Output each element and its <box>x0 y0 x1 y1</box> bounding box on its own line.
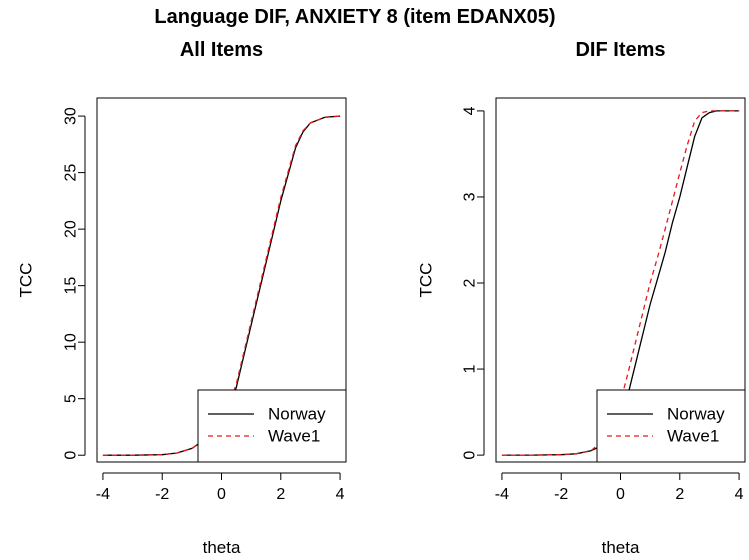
series-line-wave1 <box>102 115 341 456</box>
legend: Norway Wave1 <box>596 389 746 463</box>
y-tick-label: 1 <box>462 365 479 374</box>
y-tick-label: 0 <box>462 451 479 460</box>
x-tick-label: 0 <box>616 486 625 503</box>
panel-title: All Items <box>180 39 263 61</box>
x-tick-label: 4 <box>735 486 744 503</box>
y-tick-label: 0 <box>63 451 80 460</box>
x-tick-label: 4 <box>336 486 345 503</box>
panel-title: DIF Items <box>575 39 665 61</box>
y-tick-label: 30 <box>63 107 80 125</box>
x-tick-label: 2 <box>276 486 285 503</box>
y-tick-label: 2 <box>462 278 479 287</box>
y-tick-label: 25 <box>63 164 80 182</box>
legend-box <box>197 389 347 463</box>
y-tick-label: 4 <box>462 106 479 115</box>
legend-label: Wave1 <box>667 427 719 446</box>
figure-title: Language DIF, ANXIETY 8 (item EDANX05) <box>154 6 555 28</box>
x-tick-label: 0 <box>217 486 226 503</box>
x-tick-label: -4 <box>96 486 110 503</box>
x-tick-label: 2 <box>675 486 684 503</box>
x-tick-label: -4 <box>495 486 509 503</box>
y-axis-label: TCC <box>417 263 436 298</box>
y-tick-label: 5 <box>63 394 80 403</box>
y-tick-label: 10 <box>63 333 80 351</box>
legend-label: Norway <box>268 405 326 424</box>
y-tick-label: 15 <box>63 277 80 295</box>
legend-label: Wave1 <box>268 427 320 446</box>
series-line-wave1 <box>501 110 740 456</box>
legend-label: Norway <box>667 405 725 424</box>
panel-dif-items: DIF Items -4 -2 0 2 4 0 1 2 3 4 theta TCC Norway Wave1 <box>417 39 746 557</box>
x-axis-label: theta <box>203 538 241 557</box>
y-tick-label: 20 <box>63 220 80 238</box>
x-axis-label: theta <box>602 538 640 557</box>
x-tick-label: -2 <box>155 486 169 503</box>
x-tick-label: -2 <box>554 486 568 503</box>
y-tick-label: 3 <box>462 192 479 201</box>
legend: Norway Wave1 <box>197 389 347 463</box>
legend-box <box>596 389 746 463</box>
y-axis-label: TCC <box>17 263 36 298</box>
panel-all-items: All Items -4 -2 0 2 4 0 5 10 15 20 25 30 theta TCC Norw… <box>17 39 347 557</box>
